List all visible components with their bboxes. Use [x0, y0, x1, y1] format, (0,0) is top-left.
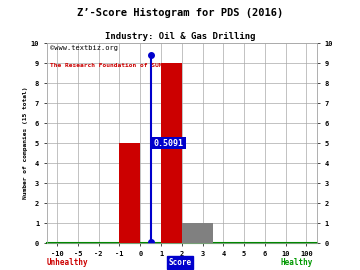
Y-axis label: Number of companies (15 total): Number of companies (15 total): [23, 87, 28, 199]
Text: Score: Score: [168, 258, 192, 267]
Bar: [120, 143, 140, 243]
Bar: [182, 223, 213, 243]
Text: Healthy: Healthy: [281, 258, 313, 267]
Text: Unhealthy: Unhealthy: [47, 258, 89, 267]
Text: The Research Foundation of SUNY: The Research Foundation of SUNY: [50, 63, 166, 68]
Bar: [161, 63, 182, 243]
Text: Z’-Score Histogram for PDS (2016): Z’-Score Histogram for PDS (2016): [77, 8, 283, 18]
Text: Industry: Oil & Gas Drilling: Industry: Oil & Gas Drilling: [105, 32, 255, 41]
Text: 0.5091: 0.5091: [154, 139, 184, 148]
Text: ©www.textbiz.org: ©www.textbiz.org: [50, 45, 117, 51]
